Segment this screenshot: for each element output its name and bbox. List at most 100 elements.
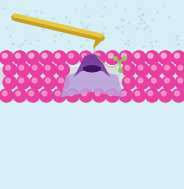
- Circle shape: [16, 76, 30, 89]
- Circle shape: [79, 89, 93, 102]
- Point: [141, 45, 144, 48]
- Point: [149, 29, 152, 33]
- Circle shape: [3, 76, 16, 89]
- Circle shape: [106, 51, 119, 64]
- Circle shape: [119, 51, 132, 64]
- Bar: [0, 67, 184, 85]
- Circle shape: [132, 51, 146, 64]
- Point: [86, 15, 89, 18]
- Point: [85, 38, 88, 41]
- Point: [121, 25, 124, 28]
- Circle shape: [148, 91, 153, 96]
- Point: [53, 34, 56, 37]
- Circle shape: [122, 53, 126, 58]
- Point: [64, 16, 67, 19]
- Circle shape: [146, 51, 159, 64]
- Point: [142, 26, 145, 29]
- Point: [74, 7, 77, 10]
- Circle shape: [172, 51, 184, 64]
- Circle shape: [55, 91, 60, 96]
- Circle shape: [136, 63, 149, 76]
- Point: [11, 41, 14, 44]
- Circle shape: [19, 65, 24, 70]
- Circle shape: [95, 53, 100, 58]
- Circle shape: [13, 51, 26, 64]
- Point: [151, 44, 153, 47]
- Point: [41, 27, 44, 30]
- Polygon shape: [94, 38, 104, 48]
- Point: [41, 19, 44, 22]
- Point: [123, 7, 126, 10]
- Circle shape: [32, 65, 37, 70]
- Circle shape: [16, 53, 20, 58]
- Circle shape: [82, 53, 87, 58]
- Point: [28, 42, 31, 45]
- Circle shape: [6, 78, 10, 83]
- Circle shape: [79, 51, 93, 64]
- Point: [101, 32, 104, 35]
- Circle shape: [53, 51, 66, 64]
- Circle shape: [43, 76, 56, 89]
- Point: [146, 25, 148, 28]
- Point: [79, 45, 82, 48]
- Point: [137, 7, 140, 10]
- Circle shape: [165, 78, 169, 83]
- Circle shape: [146, 89, 159, 102]
- Circle shape: [178, 78, 183, 83]
- Circle shape: [93, 51, 106, 64]
- Circle shape: [161, 53, 166, 58]
- Polygon shape: [61, 70, 123, 97]
- Circle shape: [125, 65, 130, 70]
- Point: [36, 39, 39, 42]
- Circle shape: [40, 51, 53, 64]
- Circle shape: [30, 63, 43, 76]
- Circle shape: [119, 89, 132, 102]
- Circle shape: [45, 65, 50, 70]
- Point: [101, 15, 104, 18]
- Circle shape: [53, 51, 66, 64]
- Circle shape: [45, 78, 50, 83]
- Circle shape: [2, 91, 7, 96]
- Circle shape: [66, 51, 79, 64]
- Circle shape: [42, 91, 47, 96]
- Circle shape: [106, 89, 119, 102]
- Circle shape: [66, 89, 79, 102]
- Point: [100, 34, 103, 37]
- Circle shape: [122, 76, 136, 89]
- Circle shape: [82, 91, 87, 96]
- Circle shape: [159, 51, 172, 64]
- Point: [59, 33, 62, 36]
- Point: [102, 5, 105, 9]
- Circle shape: [178, 65, 183, 70]
- Circle shape: [16, 53, 20, 58]
- Point: [126, 39, 129, 42]
- Circle shape: [151, 65, 156, 70]
- Circle shape: [2, 53, 7, 58]
- Circle shape: [175, 76, 184, 89]
- Point: [79, 28, 82, 31]
- Circle shape: [93, 89, 106, 102]
- Circle shape: [69, 53, 73, 58]
- Point: [84, 26, 87, 29]
- Point: [2, 6, 5, 9]
- Point: [103, 25, 106, 28]
- Ellipse shape: [83, 65, 101, 72]
- Point: [79, 21, 82, 24]
- Point: [36, 15, 38, 18]
- Circle shape: [42, 53, 47, 58]
- Circle shape: [135, 53, 140, 58]
- Circle shape: [138, 78, 143, 83]
- Polygon shape: [74, 54, 110, 77]
- Circle shape: [0, 51, 13, 64]
- Point: [141, 12, 144, 15]
- Circle shape: [148, 53, 153, 58]
- Circle shape: [135, 91, 140, 96]
- Circle shape: [2, 53, 7, 58]
- Circle shape: [16, 91, 20, 96]
- Circle shape: [108, 91, 113, 96]
- Point: [120, 18, 123, 21]
- Circle shape: [146, 51, 159, 64]
- Point: [52, 40, 55, 43]
- Circle shape: [151, 78, 156, 83]
- Circle shape: [122, 53, 126, 58]
